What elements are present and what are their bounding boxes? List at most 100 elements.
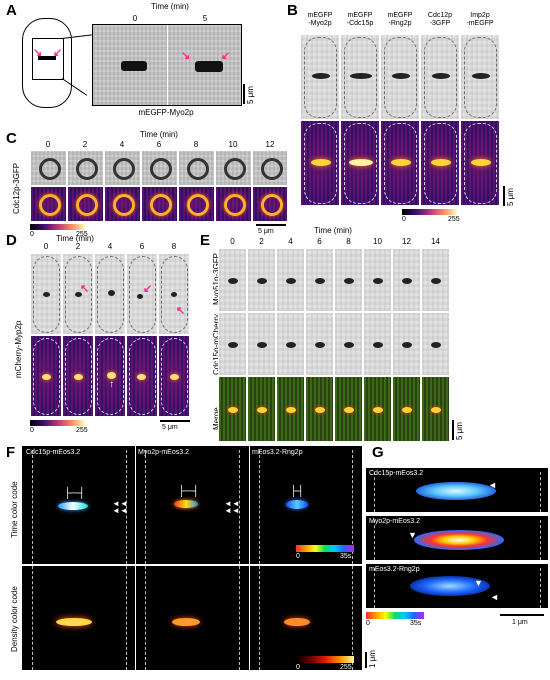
panel-label-a: A bbox=[6, 2, 17, 19]
panel-g-row-label: Cdc15p-mEos3.2 bbox=[369, 470, 424, 477]
panel-d-colorbar bbox=[30, 420, 85, 426]
panel-label-e: E bbox=[200, 232, 211, 249]
panel-e-signal bbox=[344, 407, 354, 413]
scale-bar bbox=[256, 224, 286, 226]
panel-e-signal bbox=[228, 278, 238, 284]
cdc15p-signal bbox=[416, 482, 496, 500]
width-bracket-icon: ├─┤ bbox=[64, 488, 86, 499]
panel-label-f: F bbox=[6, 444, 16, 461]
panel-f-scale-label: 1 μm bbox=[368, 650, 377, 668]
white-arrows-icon: ◄◄ ◄◄ bbox=[112, 499, 128, 515]
scale-bar bbox=[452, 420, 454, 440]
panel-e-signal bbox=[228, 407, 238, 413]
panel-e-cell bbox=[392, 312, 421, 376]
panel-d-gray-row: ↖ ↙ ↖ bbox=[30, 253, 190, 335]
cell-wall bbox=[259, 450, 260, 670]
pink-arrow-icon: ↙ bbox=[53, 47, 63, 59]
cdc15p-time-signal bbox=[58, 502, 88, 510]
panel-f-density-bar-max: 255 bbox=[340, 664, 352, 671]
panel-d-time: 6 bbox=[139, 242, 145, 251]
panel-e-cell bbox=[276, 312, 305, 376]
panel-e-signal bbox=[402, 278, 412, 284]
panel-c-colorbar-max: 255 bbox=[76, 231, 88, 238]
panel-e-cell bbox=[305, 376, 334, 442]
rng2p-time-signal bbox=[286, 500, 308, 509]
panel-g-row-2: ▼ bbox=[366, 516, 548, 560]
cell-schematic bbox=[22, 18, 72, 108]
panel-e-cell bbox=[276, 248, 305, 312]
panel-b-scale-label: 5 μm bbox=[506, 188, 515, 206]
panel-f-col-label: Myo2p-mEos3.2 bbox=[138, 449, 189, 456]
panel-c-time: 8 bbox=[193, 140, 199, 149]
panel-f-row-time: Time color code bbox=[10, 481, 19, 538]
panel-d-time: 2 bbox=[75, 242, 81, 251]
schematic-ring bbox=[38, 56, 56, 60]
panel-f-row-density: Density color code bbox=[10, 586, 19, 652]
panel-label-d: D bbox=[6, 232, 17, 249]
panel-g-row-3: ▼ ◄ bbox=[366, 564, 548, 608]
schematic-zoom-box bbox=[32, 38, 64, 80]
panel-d-heat-row: ↑ bbox=[30, 335, 190, 417]
panel-d-colorbar-min: 0 bbox=[30, 427, 34, 434]
panel-label-b: B bbox=[287, 2, 298, 19]
panel-e-scale-label: 5 μm bbox=[455, 422, 464, 440]
panel-c-times: 0 2 4 6 8 10 12 bbox=[30, 140, 288, 150]
panel-d-time-label: Time (min) bbox=[56, 234, 94, 243]
panel-a-protein-label: mEGFP-Myo2p bbox=[138, 108, 194, 117]
panel-b-gray-row bbox=[300, 34, 500, 120]
panel-e-cell bbox=[392, 248, 421, 312]
panel-c-colorbar-min: 0 bbox=[30, 231, 34, 238]
panel-label-g: G bbox=[372, 444, 384, 461]
panel-e-cell bbox=[363, 312, 392, 376]
panel-b-colorbar-min: 0 bbox=[402, 216, 406, 223]
panel-b-header: Cdc12p -3GFP bbox=[427, 12, 453, 27]
cell-wall bbox=[32, 450, 33, 670]
panel-g-row-1: ◄ bbox=[366, 468, 548, 512]
panel-b-header: mEGFP -Myo2p bbox=[307, 12, 333, 27]
panel-e-cell bbox=[247, 312, 276, 376]
panel-e-cell bbox=[218, 312, 247, 376]
panel-b-header: Imp2p -mEGFP bbox=[466, 12, 494, 27]
panel-f-image: ├─┤ ├─┤ ├┤ ◄◄ ◄◄ ◄◄ ◄◄ bbox=[22, 446, 362, 670]
panel-e-cell bbox=[334, 248, 363, 312]
rng2p-density-signal bbox=[284, 618, 310, 626]
panel-e-time: 8 bbox=[346, 237, 351, 246]
pink-arrow-icon: ↙ bbox=[221, 50, 231, 62]
panel-e-cell bbox=[247, 376, 276, 442]
panel-g-row-label: Myo2p-mEos3.2 bbox=[369, 518, 420, 525]
panel-f-density-bar-min: 0 bbox=[296, 664, 300, 671]
panel-e-time: 6 bbox=[317, 237, 322, 246]
panel-a-scale-label: 5 μm bbox=[246, 86, 255, 104]
myo2p-signal bbox=[121, 61, 147, 71]
panel-e-cell bbox=[334, 376, 363, 442]
panel-c-time: 10 bbox=[228, 140, 238, 149]
panel-e-time: 0 bbox=[230, 237, 235, 246]
cell-wall bbox=[352, 450, 353, 670]
width-bracket-icon: ├─┤ bbox=[178, 486, 200, 497]
panel-e-signal bbox=[431, 407, 441, 413]
panel-f-density-colorbar bbox=[296, 656, 354, 663]
rng2p-signal bbox=[410, 576, 490, 596]
panel-f-col-label: mEos3.2-Rng2p bbox=[252, 449, 303, 456]
myo2p-density-signal bbox=[172, 618, 200, 626]
panel-e-signal bbox=[257, 407, 267, 413]
panel-e-signal bbox=[286, 407, 296, 413]
divider bbox=[167, 25, 168, 105]
panel-b-header: mEGFP -Cdc15p bbox=[346, 12, 374, 27]
panel-e-cell bbox=[334, 312, 363, 376]
panel-e-signal bbox=[373, 278, 383, 284]
panel-d-time: 8 bbox=[171, 242, 177, 251]
panel-g-time-colorbar bbox=[366, 612, 424, 619]
panel-a-time-label: Time (min) bbox=[151, 2, 189, 11]
panel-e-cell bbox=[392, 376, 421, 442]
panel-c-time: 2 bbox=[82, 140, 88, 149]
panel-e-time-label: Time (min) bbox=[314, 226, 352, 235]
panel-e-times: 0 2 4 6 8 10 12 14 bbox=[218, 237, 448, 247]
panel-e-signal bbox=[257, 278, 267, 284]
panel-c-colorbar bbox=[30, 224, 85, 230]
scale-bar bbox=[503, 186, 505, 206]
panel-e-signal bbox=[344, 342, 354, 348]
panel-a-time-0: 0 bbox=[132, 14, 138, 23]
panel-g-time-bar-min: 0 bbox=[366, 620, 370, 627]
divider bbox=[249, 446, 250, 670]
